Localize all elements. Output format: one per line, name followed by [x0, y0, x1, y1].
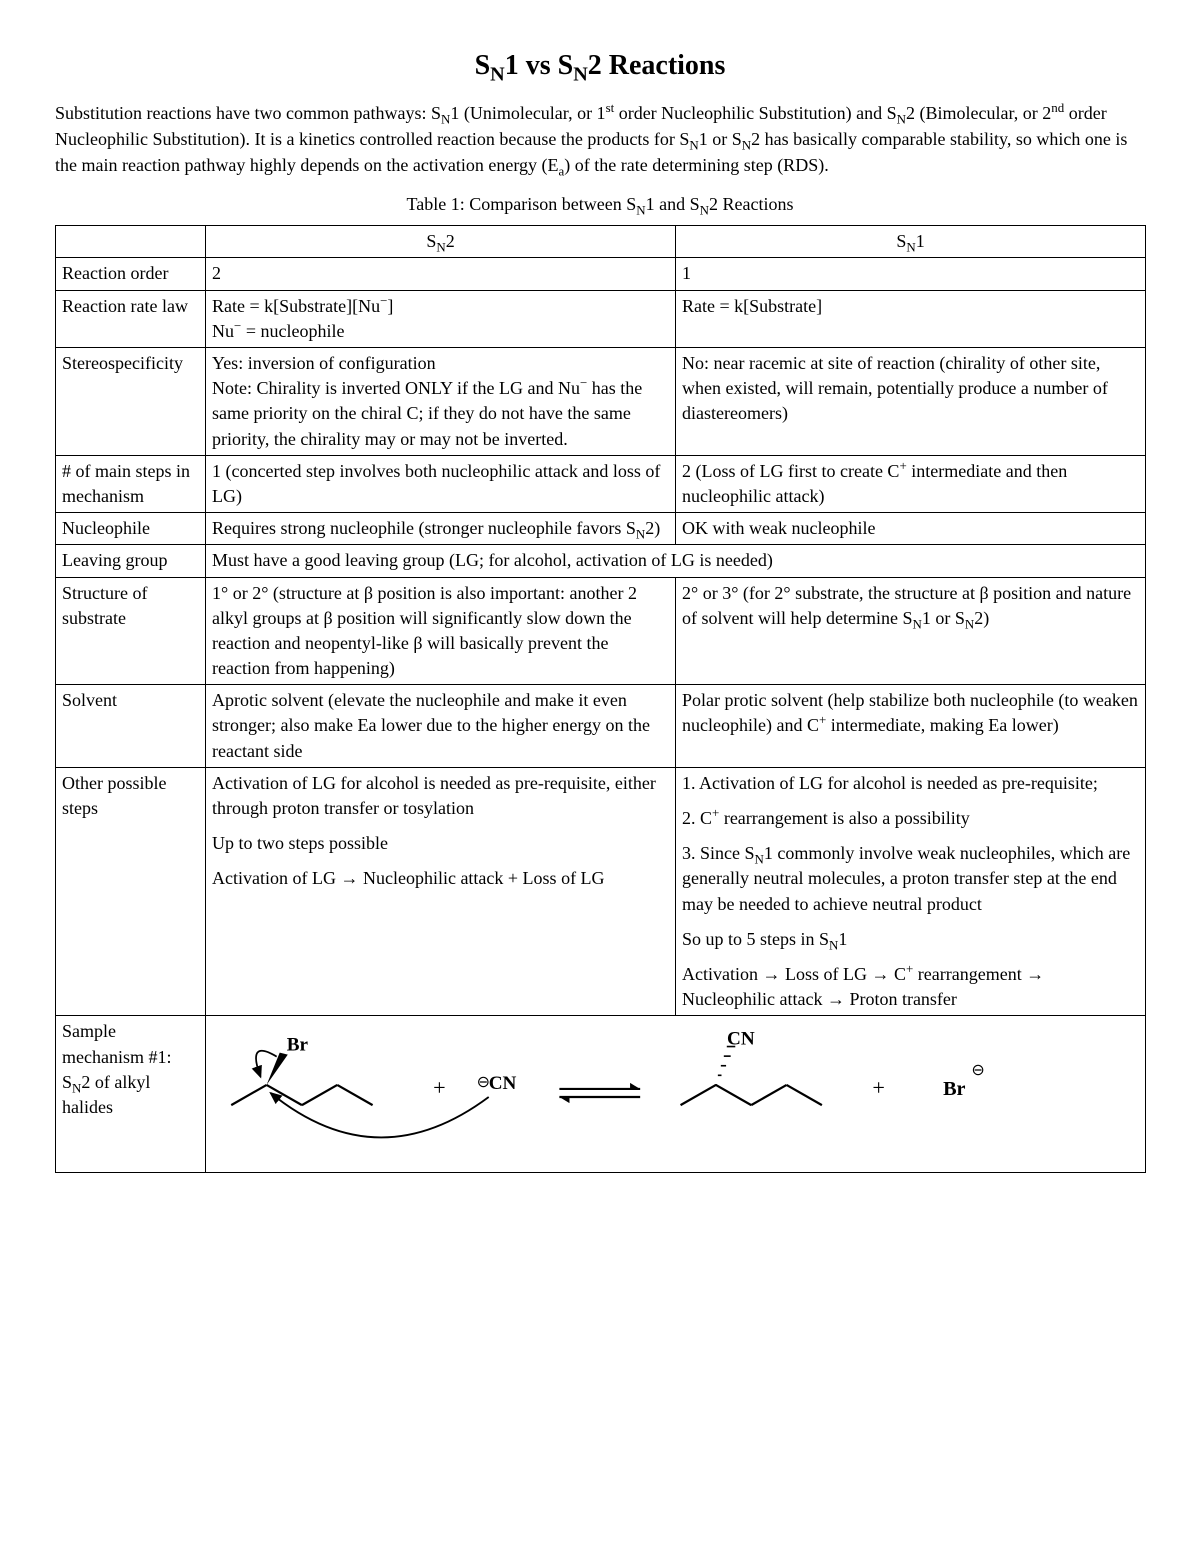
row-sn1-cell: 2° or 3° (for 2° substrate, the structur… — [676, 577, 1146, 685]
mechanism-svg: Br+⊖CNCN+Br⊖ — [206, 1016, 1145, 1172]
row-label: Leaving group — [56, 545, 206, 577]
table-row: Leaving groupMust have a good leaving gr… — [56, 545, 1146, 577]
row-sn1-cell: 2 (Loss of LG first to create C+ interme… — [676, 455, 1146, 512]
table-row: # of main steps in mechanism1 (concerted… — [56, 455, 1146, 512]
svg-text:+: + — [872, 1075, 885, 1100]
svg-text:⊖: ⊖ — [971, 1062, 985, 1079]
header-sn1: SN1 — [676, 226, 1146, 258]
row-label: Other possible steps — [56, 767, 206, 1016]
row-label: Structure of substrate — [56, 577, 206, 685]
svg-text:Br: Br — [287, 1035, 309, 1056]
row-sn2-cell: 1° or 2° (structure at β position is als… — [206, 577, 676, 685]
svg-text:+: + — [433, 1075, 446, 1100]
row-sn2-cell: Activation of LG for alcohol is needed a… — [206, 767, 676, 1016]
row-label: # of main steps in mechanism — [56, 455, 206, 512]
table-caption: Table 1: Comparison between SN1 and SN2 … — [55, 194, 1145, 215]
svg-text:CN: CN — [489, 1073, 517, 1094]
comparison-table: SN2 SN1 Reaction order21Reaction rate la… — [55, 225, 1146, 1173]
row-sn2-cell: Aprotic solvent (elevate the nucleophile… — [206, 685, 676, 768]
row-sn2-cell: 1 (concerted step involves both nucleoph… — [206, 455, 676, 512]
mechanism-diagram-cell: Br+⊖CNCN+Br⊖ — [206, 1016, 1146, 1173]
row-sn2-cell: 2 — [206, 258, 676, 290]
row-sn2-cell: Rate = k[Substrate][Nu−]Nu− = nucleophil… — [206, 290, 676, 347]
svg-text:Br: Br — [943, 1078, 965, 1100]
intro-paragraph: Substitution reactions have two common p… — [55, 100, 1145, 178]
row-sn1-cell: 1. Activation of LG for alcohol is neede… — [676, 767, 1146, 1016]
row-sn1-cell: OK with weak nucleophile — [676, 513, 1146, 545]
header-sn2: SN2 — [206, 226, 676, 258]
table-row: Reaction rate lawRate = k[Substrate][Nu−… — [56, 290, 1146, 347]
row-sn1-cell: Rate = k[Substrate] — [676, 290, 1146, 347]
row-label: Stereospecificity — [56, 348, 206, 456]
row-sn2-cell: Requires strong nucleophile (stronger nu… — [206, 513, 676, 545]
table-row: Reaction order21 — [56, 258, 1146, 290]
row-label: Solvent — [56, 685, 206, 768]
row-sn1-cell: 1 — [676, 258, 1146, 290]
row-label: Sample mechanism #1: SN2 of alkyl halide… — [56, 1016, 206, 1173]
table-row-mechanism: Sample mechanism #1: SN2 of alkyl halide… — [56, 1016, 1146, 1173]
row-label: Reaction rate law — [56, 290, 206, 347]
table-row: StereospecificityYes: inversion of confi… — [56, 348, 1146, 456]
table-row: SolventAprotic solvent (elevate the nucl… — [56, 685, 1146, 768]
table-row: NucleophileRequires strong nucleophile (… — [56, 513, 1146, 545]
row-sn1-cell: No: near racemic at site of reaction (ch… — [676, 348, 1146, 456]
row-sn2-cell: Yes: inversion of configurationNote: Chi… — [206, 348, 676, 456]
row-label: Nucleophile — [56, 513, 206, 545]
table-row: Structure of substrate1° or 2° (structur… — [56, 577, 1146, 685]
row-label: Reaction order — [56, 258, 206, 290]
svg-text:CN: CN — [727, 1029, 755, 1050]
page-title: SN1 vs SN2 Reactions — [55, 50, 1145, 82]
row-sn1-cell: Polar protic solvent (help stabilize bot… — [676, 685, 1146, 768]
table-header-row: SN2 SN1 — [56, 226, 1146, 258]
table-row: Other possible stepsActivation of LG for… — [56, 767, 1146, 1016]
header-blank — [56, 226, 206, 258]
row-span-cell: Must have a good leaving group (LG; for … — [206, 545, 1146, 577]
